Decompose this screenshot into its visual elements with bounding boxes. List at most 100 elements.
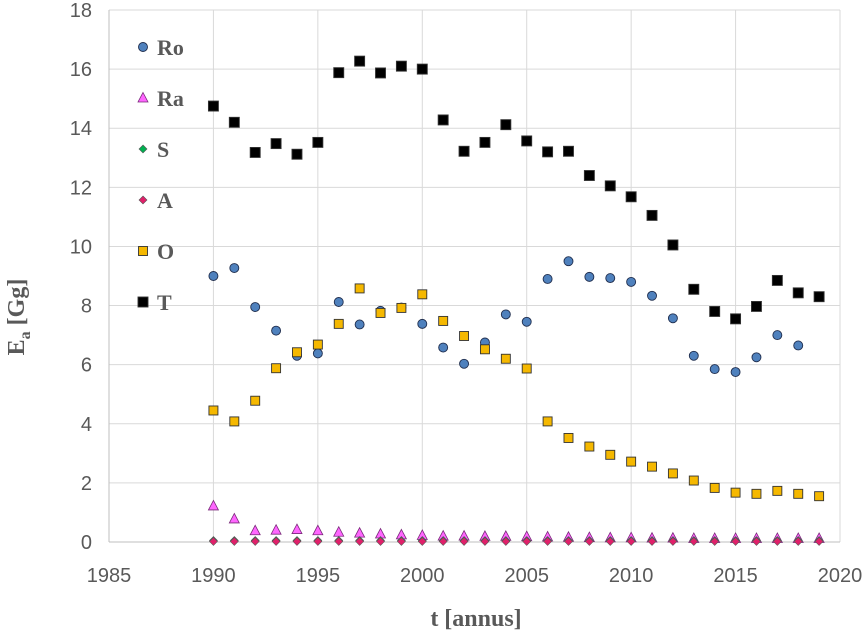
point-a: [752, 536, 761, 546]
y-tick-label: 12: [70, 177, 92, 199]
point-o: [688, 475, 699, 486]
point-a: [334, 536, 344, 546]
point-t: [813, 291, 825, 303]
point-a: [376, 536, 385, 546]
point-o: [312, 339, 323, 350]
point-t: [458, 145, 470, 157]
y-axis-title-sub: a: [17, 331, 34, 339]
x-tick-label: 2015: [713, 565, 758, 587]
point-ro: [438, 342, 449, 353]
point-ro: [647, 290, 657, 301]
point-o: [438, 315, 449, 326]
point-ro: [417, 318, 428, 329]
point-t: [354, 55, 366, 67]
point-ro: [250, 302, 261, 312]
point-ra: [353, 526, 366, 538]
y-tick-label: 4: [81, 414, 92, 436]
point-o: [375, 307, 386, 318]
point-a: [396, 536, 406, 546]
point-t: [604, 180, 616, 192]
point-ro: [500, 309, 511, 320]
legend-label-ro: Ro: [157, 35, 184, 60]
x-tick-label: 1990: [191, 565, 236, 587]
point-ro: [459, 358, 470, 369]
point-o: [500, 353, 511, 364]
y-tick-label: 6: [81, 355, 92, 377]
point-a: [668, 536, 678, 546]
point-a: [814, 536, 824, 546]
point-ro: [563, 256, 574, 267]
point-ro: [667, 313, 678, 324]
data-points: [207, 55, 825, 546]
point-ro: [333, 297, 344, 307]
point-a: [501, 536, 511, 546]
point-a: [522, 536, 532, 546]
point-t: [228, 116, 240, 128]
point-o: [605, 449, 616, 460]
tick-labels: 0 2 4 6 8 10 12 14 16 18 1985 1990 1995 2000 2005 2010 2…: [70, 0, 863, 587]
point-o: [772, 485, 783, 496]
point-ro: [688, 350, 699, 361]
point-t: [479, 136, 491, 148]
legend-marker-a: [138, 195, 148, 205]
point-ro: [521, 316, 532, 327]
y-tick-label: 8: [81, 296, 92, 318]
point-t: [667, 239, 679, 251]
point-o: [751, 488, 762, 499]
point-a: [584, 536, 594, 546]
point-o: [333, 318, 344, 329]
point-a: [647, 536, 657, 546]
point-o: [479, 344, 490, 355]
legend: Ro Ra S A O T: [137, 35, 184, 315]
point-t: [646, 209, 658, 221]
point-t: [249, 147, 261, 158]
point-o: [459, 331, 470, 341]
legend-label-ra: Ra: [157, 86, 184, 111]
point-a: [772, 536, 782, 546]
point-ro: [626, 276, 637, 287]
point-o: [730, 487, 741, 498]
point-o: [626, 456, 637, 467]
point-a: [438, 536, 448, 546]
y-axis-title: Ea [Gg]: [4, 279, 34, 356]
point-o: [563, 433, 574, 443]
point-a: [355, 536, 365, 546]
point-t: [688, 283, 700, 295]
point-t: [291, 148, 303, 160]
point-o: [229, 416, 240, 427]
point-o: [667, 468, 678, 479]
x-tick-label: 2000: [400, 565, 445, 587]
point-o: [271, 363, 282, 374]
point-ro: [605, 273, 616, 284]
point-o: [709, 482, 720, 493]
point-a: [417, 536, 427, 546]
point-ra: [270, 523, 282, 535]
legend-marker-t: [137, 296, 149, 308]
point-t: [583, 170, 595, 181]
point-t: [500, 119, 512, 131]
y-tick-label: 16: [70, 59, 92, 81]
point-o: [521, 363, 532, 374]
legend-label-s: S: [157, 137, 169, 162]
point-a: [271, 536, 281, 546]
point-o: [396, 302, 407, 313]
point-ro: [271, 325, 282, 336]
point-o: [417, 289, 428, 300]
grid: [109, 9, 841, 542]
point-t: [270, 138, 282, 150]
point-ro: [709, 364, 720, 375]
y-axis-title-unit: [Gg]: [4, 279, 30, 332]
point-a: [626, 536, 636, 546]
point-t: [416, 63, 428, 75]
point-o: [250, 395, 261, 406]
point-ra: [333, 525, 345, 537]
point-a: [689, 536, 699, 546]
point-t: [542, 146, 554, 158]
x-tick-label: 2020: [818, 565, 863, 587]
legend-marker-ra: [137, 91, 149, 103]
point-ro: [208, 271, 219, 281]
point-t: [207, 100, 219, 112]
y-tick-label: 14: [70, 118, 92, 140]
point-a: [250, 536, 260, 546]
